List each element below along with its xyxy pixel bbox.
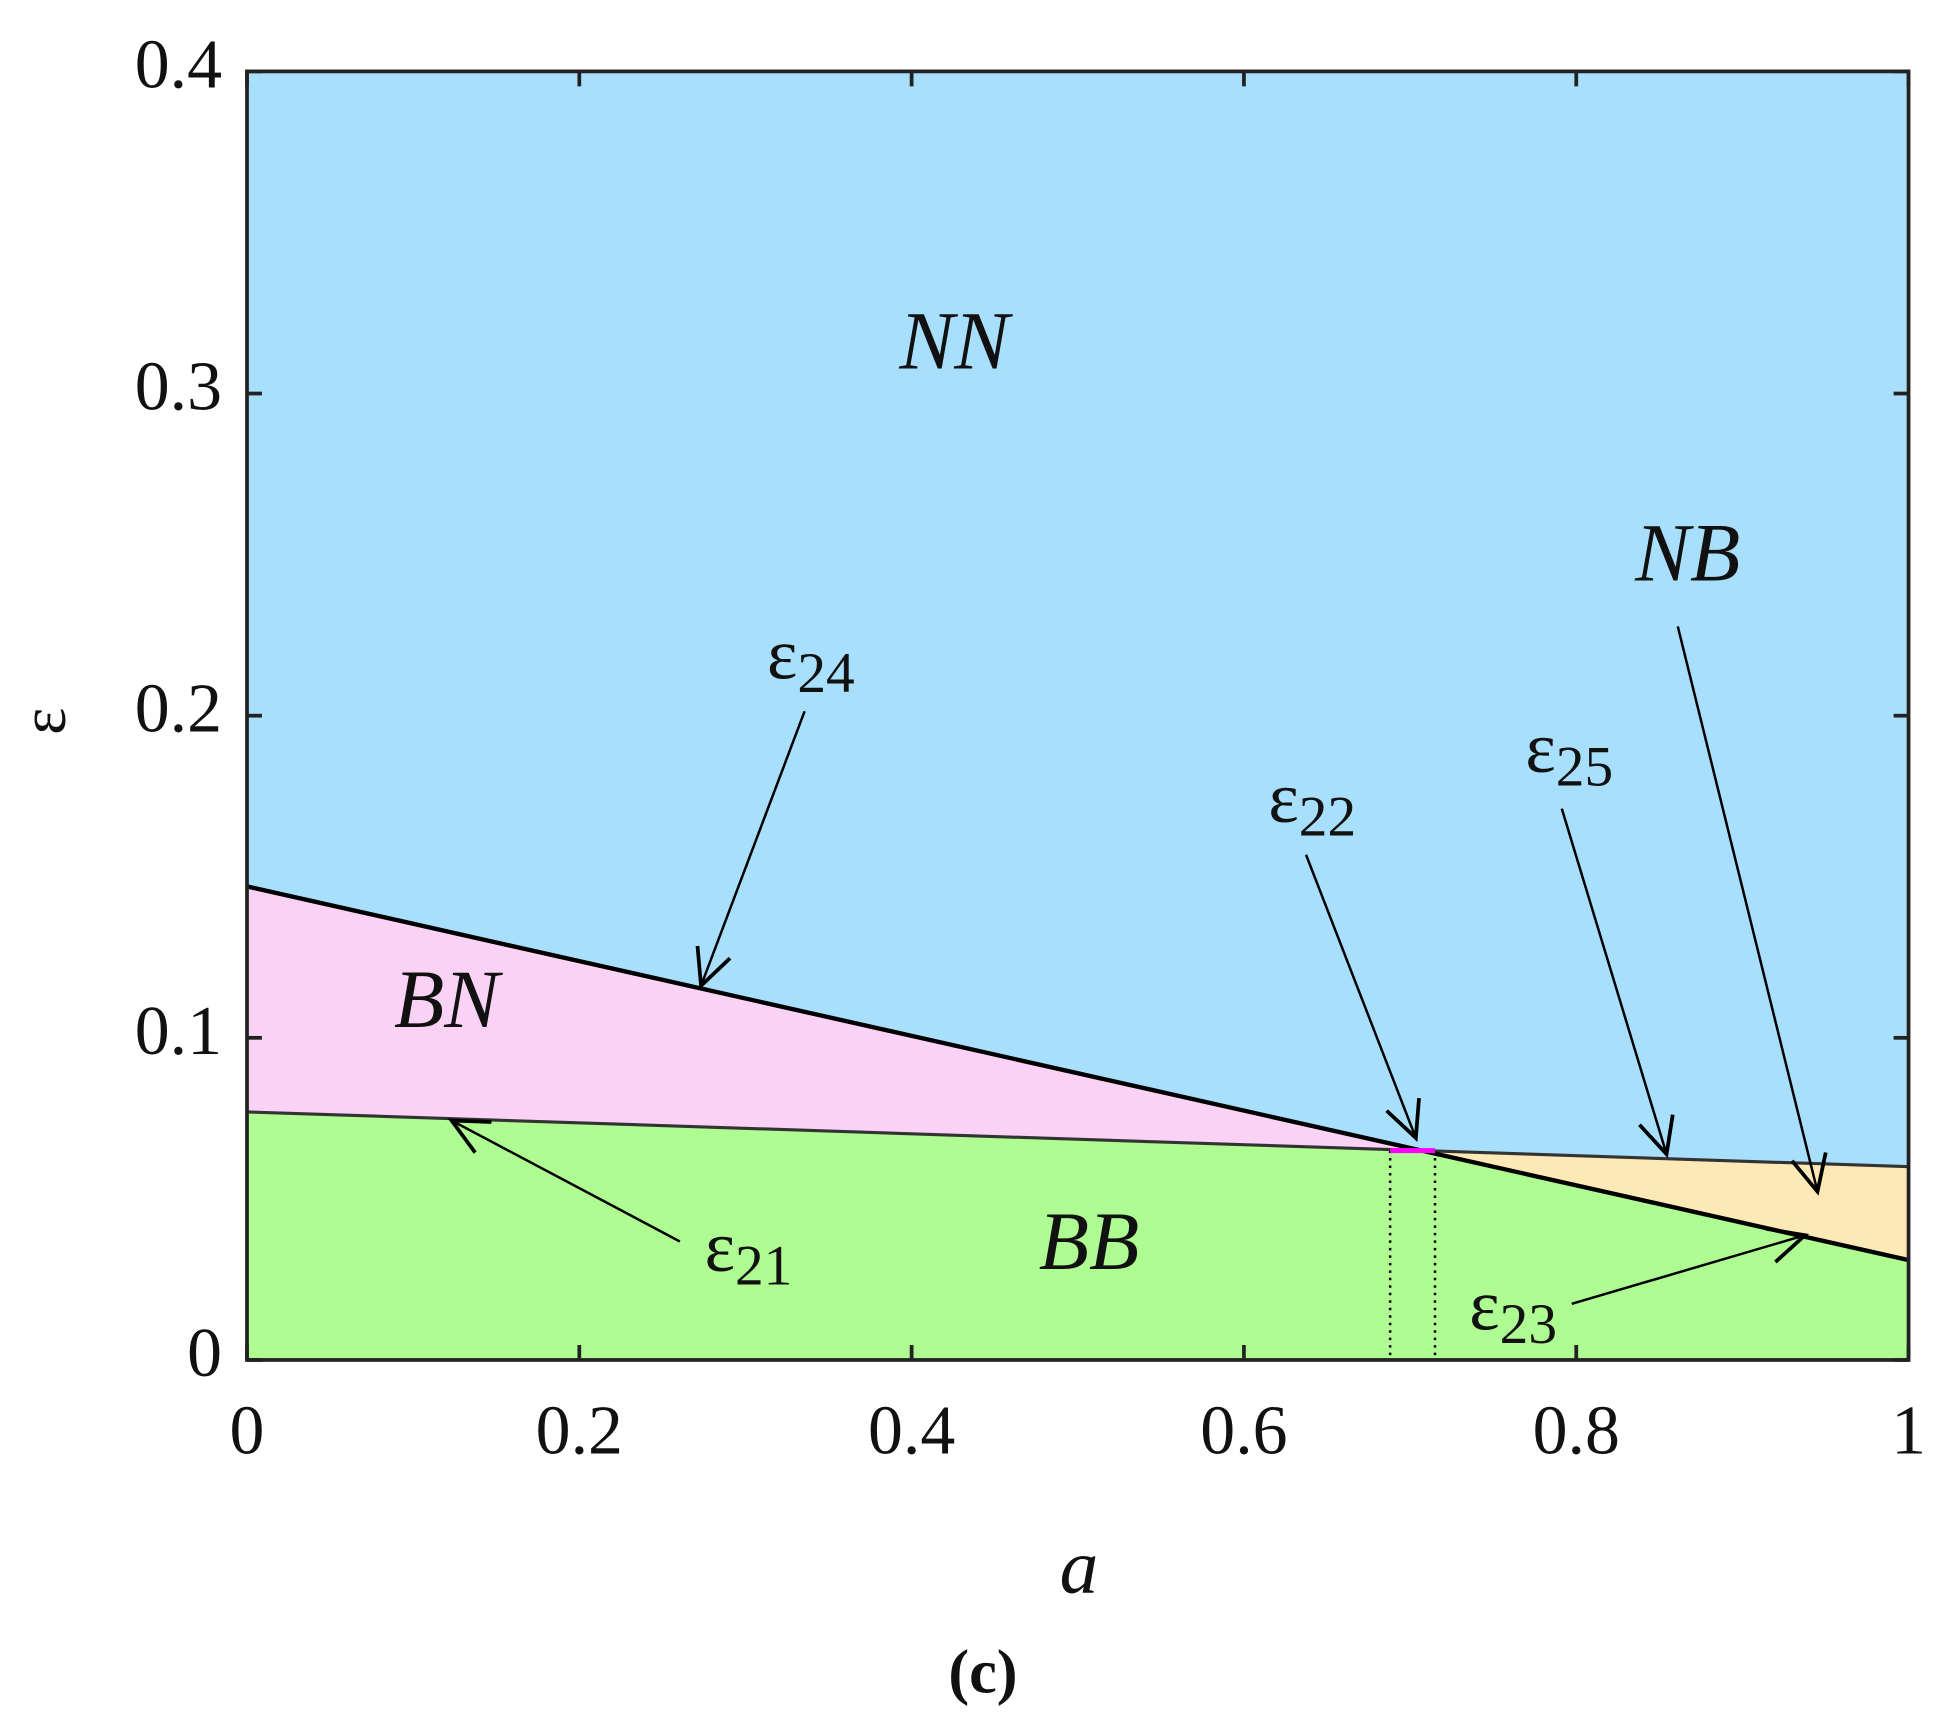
annotation: ε22 [1268, 757, 1356, 848]
arrow-head [1385, 1097, 1421, 1142]
region [246, 1111, 1909, 1360]
y-tick-label: 0.4 [135, 26, 222, 103]
caption: (c) [948, 1637, 1017, 1706]
boundary-line [246, 884, 1423, 1153]
annotation: ε24 [767, 614, 855, 705]
region [246, 71, 1909, 1167]
annotation-symbol: ε [1469, 1265, 1499, 1345]
annotation-subscript: 21 [735, 1235, 792, 1298]
x-tick-label: 0.6 [1200, 1392, 1287, 1469]
annotation: ε23 [1469, 1265, 1557, 1356]
x-tick-label: 0.4 [868, 1392, 955, 1469]
arrow [699, 710, 806, 987]
annotation-subscript: 22 [1299, 786, 1356, 849]
arrow-head [1790, 1152, 1828, 1196]
arrow [1304, 854, 1417, 1139]
boundary-line [1421, 1149, 1909, 1169]
x-tick-label: 1 [1891, 1392, 1926, 1469]
x-axis-label: a [1060, 1523, 1099, 1609]
annotation: ε21 [705, 1207, 793, 1298]
y-axis-label: ε [8, 708, 80, 735]
arrow-head [447, 1118, 492, 1154]
boundary-line [246, 1110, 1422, 1153]
x-tick-label: 0.2 [536, 1392, 623, 1469]
region-label: BB [1039, 1196, 1140, 1287]
arrow-head [1638, 1114, 1675, 1159]
y-tick-label: 0 [187, 1315, 222, 1392]
region-label: NN [898, 295, 1013, 386]
annotation-subscript: 23 [1500, 1293, 1557, 1356]
annotation-symbol: ε [1525, 708, 1555, 788]
annotation-subscript: 25 [1556, 736, 1613, 799]
arrow [450, 1119, 681, 1243]
arrow [1560, 808, 1668, 1155]
arrow [1676, 626, 1819, 1192]
arrow-head [695, 945, 732, 990]
x-tick-label: 0 [230, 1392, 265, 1469]
region-label: NB [1634, 508, 1740, 599]
annotation-symbol: ε [1268, 757, 1298, 837]
y-tick-label: 0.2 [135, 671, 222, 748]
annotation-subscript: 24 [797, 642, 854, 705]
region-label: BN [394, 954, 503, 1045]
boundary-line [1421, 1148, 1910, 1263]
annotation-symbol: ε [705, 1207, 735, 1287]
y-tick-label: 0.3 [135, 349, 222, 426]
arrow [1571, 1234, 1806, 1306]
x-tick-label: 0.8 [1533, 1392, 1620, 1469]
arrow-head [1765, 1226, 1810, 1264]
annotation: ε25 [1525, 708, 1613, 799]
annotation-symbol: ε [767, 614, 797, 694]
y-tick-label: 0.1 [135, 993, 222, 1070]
